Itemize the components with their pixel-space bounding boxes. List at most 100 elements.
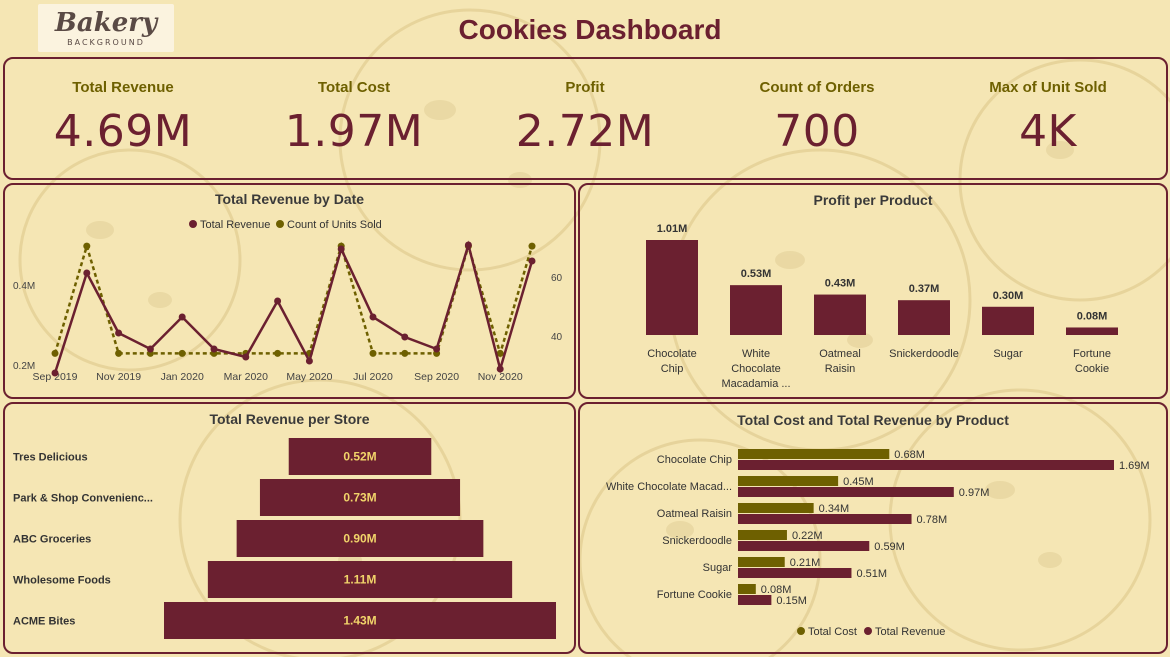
- data-point-total-revenue: [83, 269, 91, 277]
- bar: [738, 530, 787, 540]
- kpi-value: 1.97M: [284, 106, 424, 157]
- category-label: Tres Delicious: [13, 452, 88, 464]
- legend-label: Total Revenue: [875, 626, 945, 638]
- x-tick-label: Nov 2019: [96, 371, 141, 383]
- data-label: 1.01M: [657, 223, 688, 235]
- data-point-total-revenue: [401, 333, 409, 341]
- data-point-units-sold: [528, 242, 536, 250]
- kpi-value: 4K: [1019, 106, 1077, 157]
- data-label: 0.97M: [959, 487, 990, 499]
- data-label: 0.30M: [993, 290, 1024, 302]
- bar: [982, 306, 1034, 335]
- category-label: Cookie: [1075, 363, 1109, 375]
- bar: [898, 300, 950, 335]
- kpi-count-of-orders: Count of Orders 700: [717, 79, 917, 157]
- x-tick-label: May 2020: [286, 371, 332, 383]
- data-point-units-sold: [178, 349, 186, 357]
- legend-marker-total-revenue: [189, 220, 197, 228]
- category-label: ACME Bites: [13, 616, 75, 628]
- category-label: ABC Groceries: [13, 534, 91, 546]
- data-label: 0.68M: [894, 449, 925, 461]
- data-point-total-revenue: [210, 345, 218, 353]
- data-point-total-revenue: [369, 313, 377, 321]
- category-label: Raisin: [825, 363, 856, 375]
- category-label: Chocolate: [731, 363, 781, 375]
- category-label: Park & Shop Convenienc...: [13, 493, 153, 505]
- data-label: 1.69M: [1119, 460, 1150, 472]
- x-tick-label: Sep 2020: [414, 371, 459, 383]
- chart-title: Total Cost and Total Revenue by Product: [737, 412, 1009, 428]
- y-tick-label: 0.2M: [13, 361, 35, 372]
- kpi-total-cost: Total Cost 1.97M: [254, 79, 454, 157]
- kpi-profit: Profit 2.72M: [485, 79, 685, 157]
- data-point-total-revenue: [464, 241, 472, 249]
- category-label: Wholesome Foods: [13, 575, 111, 587]
- category-label: Snickerdoodle: [889, 348, 959, 360]
- category-label: Oatmeal Raisin: [657, 508, 732, 520]
- bar: [646, 240, 698, 335]
- kpi-label: Count of Orders: [759, 79, 875, 96]
- data-label: 0.51M: [856, 568, 887, 580]
- y-tick-label: 0.4M: [13, 281, 35, 292]
- category-label: Oatmeal: [819, 348, 861, 360]
- bar: [738, 476, 839, 486]
- bakery-logo: Bakery BACKGROUND: [38, 4, 174, 52]
- logo-subtext: BACKGROUND: [67, 37, 145, 47]
- chart-legend: Total Cost Total Revenue: [797, 626, 945, 638]
- bar: [738, 487, 954, 497]
- bar: [738, 514, 912, 524]
- data-label: 0.73M: [343, 491, 376, 505]
- cost-revenue-by-product-panel: Total Cost and Total Revenue by Product: [578, 402, 1168, 654]
- category-label: Macadamia ...: [721, 378, 790, 390]
- x-tick-label: Jan 2020: [161, 371, 204, 383]
- series-line-total-revenue: [53, 240, 534, 374]
- bar: [814, 294, 866, 335]
- data-label: 0.21M: [790, 557, 821, 569]
- kpi-label: Profit: [565, 79, 605, 96]
- category-label: Chocolate: [647, 348, 697, 360]
- revenue-by-date-panel: Total Revenue by Date: [3, 183, 576, 399]
- category-label: White Chocolate Macad...: [606, 481, 732, 493]
- x-tick-label: Sep 2019: [33, 371, 78, 383]
- funnel-bar: [259, 479, 461, 516]
- bar: [738, 595, 772, 605]
- data-point-total-revenue: [305, 357, 313, 365]
- kpi-label: Max of Unit Sold: [989, 79, 1107, 96]
- kpi-max-unit-sold: Max of Unit Sold 4K: [948, 79, 1148, 157]
- kpi-label: Total Cost: [317, 79, 391, 96]
- data-label: 0.22M: [792, 530, 823, 542]
- data-label: 0.90M: [343, 532, 376, 546]
- data-point-units-sold: [274, 349, 282, 357]
- data-label: 0.08M: [761, 584, 792, 596]
- data-point-total-revenue: [528, 257, 536, 265]
- legend-marker-units-sold: [276, 220, 284, 228]
- cost-revenue-by-product-chart: Chocolate Chip 0.68M 1.69M White Chocolate …: [606, 449, 1150, 638]
- chart-legend: Total Revenue Count of Units Sold: [189, 219, 382, 231]
- data-label: 0.15M: [776, 595, 807, 607]
- legend-marker-total-cost: [797, 627, 805, 635]
- data-label: 0.45M: [843, 476, 874, 488]
- data-point-total-revenue: [496, 365, 504, 373]
- funnel-bar: [236, 520, 484, 557]
- kpi-total-revenue: Total Revenue 4.69M: [23, 79, 223, 157]
- chart-title: Total Revenue by Date: [214, 191, 365, 207]
- kpi-card-panel: [3, 57, 1168, 180]
- data-point-units-sold: [83, 242, 91, 250]
- data-label: 0.78M: [917, 514, 948, 526]
- data-point-units-sold: [51, 349, 59, 357]
- bar: [738, 568, 852, 578]
- kpi-label: Total Revenue: [72, 79, 174, 96]
- data-point-total-revenue: [242, 353, 250, 361]
- data-label: 0.43M: [825, 278, 856, 290]
- x-tick-label: Mar 2020: [224, 371, 269, 383]
- bar: [738, 584, 756, 594]
- chart-title: Total Revenue per Store: [209, 411, 370, 427]
- data-label: 1.11M: [344, 573, 377, 587]
- kpi-value: 4.69M: [53, 106, 193, 157]
- category-label: Snickerdoodle: [662, 535, 732, 547]
- data-point-total-revenue: [115, 329, 123, 337]
- category-label: Chip: [661, 363, 684, 375]
- bar: [738, 503, 814, 513]
- legend-label: Total Cost: [808, 626, 857, 638]
- data-point-total-revenue: [146, 345, 154, 353]
